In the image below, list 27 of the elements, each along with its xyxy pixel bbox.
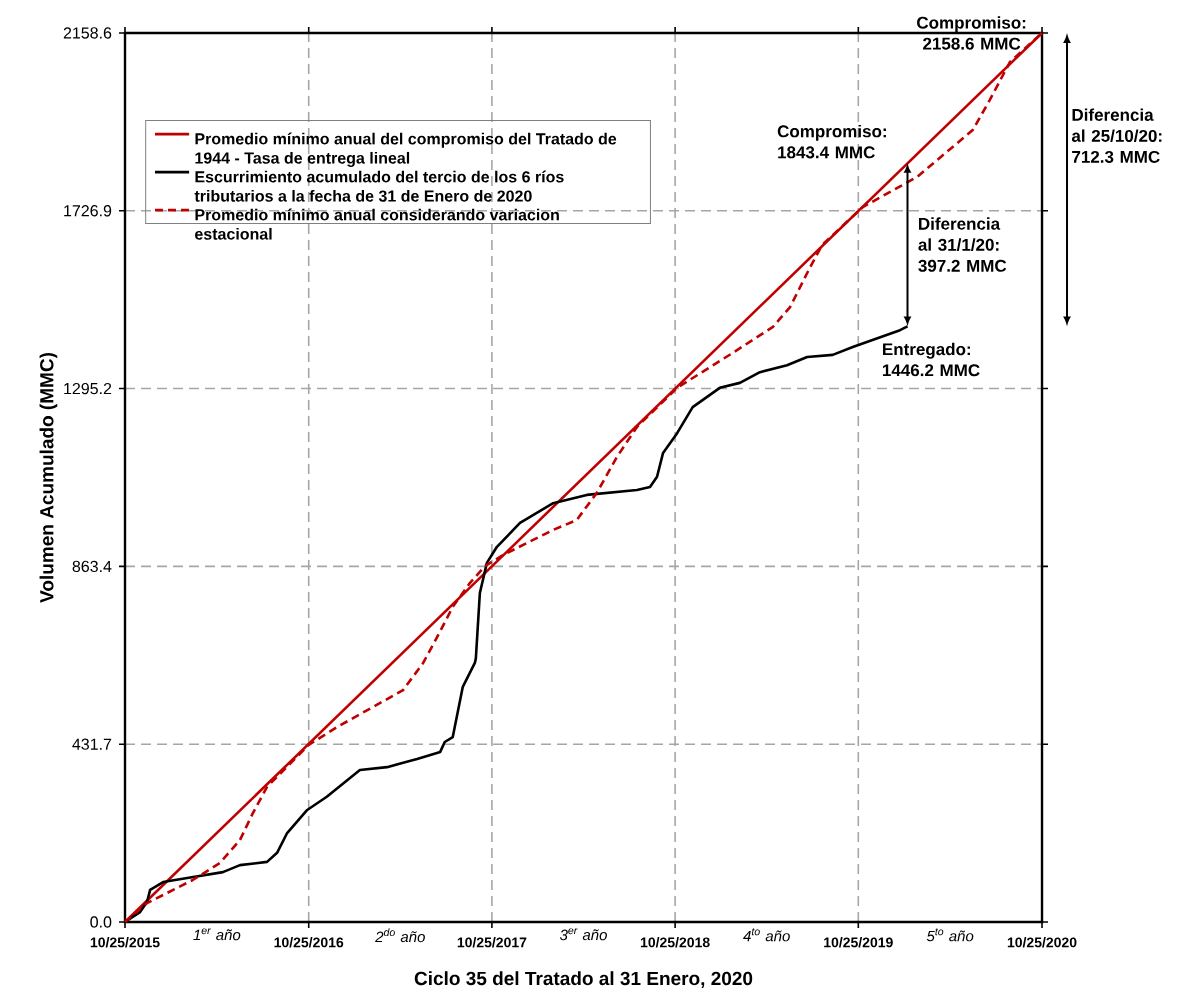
annotation: Diferencia al 31/1/20: 397.2 MMC bbox=[918, 217, 1007, 272]
y-tick-label: 2158.6 bbox=[63, 27, 112, 39]
legend-label: Escurrimiento acumulado del tercio de los 6 ríos tributarios a la fecha de 31 de Enero de 2020 bbox=[194, 170, 564, 202]
text: 3$^{er}$ año bbox=[559, 928, 607, 941]
text: 1$^{er}$ año bbox=[193, 928, 241, 941]
y-tick-label: 1726.9 bbox=[64, 205, 112, 217]
x-tick-label: 10/25/2020 bbox=[1007, 937, 1077, 948]
y-tick-label: 863.4 bbox=[72, 560, 112, 573]
annotation: Compromiso: 1843.4 MMC bbox=[777, 124, 886, 159]
x-tick-label: 10/25/2019 bbox=[824, 937, 893, 948]
x-tick-label: 10/25/2017 bbox=[457, 937, 527, 948]
y-tick-label: 1295.2 bbox=[64, 382, 112, 395]
y-axis-title: Volumen Acumulado (MMC) bbox=[39, 352, 58, 603]
x-tick-label: 10/25/2016 bbox=[274, 937, 344, 948]
y-tick-label: 0.0 bbox=[90, 916, 112, 928]
text: Diferencia al 25/10/20: 712.3 MMC bbox=[1071, 108, 1162, 163]
x-axis-title: Ciclo 35 del Tratado al 31 Enero, 2020 bbox=[414, 971, 753, 988]
x-tick-label: 10/25/2015 bbox=[90, 937, 160, 948]
legend-label: Promedio mínimo anual del compromiso del Tratado de 1944 - Tasa de entrega lineal bbox=[195, 132, 617, 167]
annotation: Compromiso: 2158.6 MMC bbox=[917, 16, 1026, 50]
text: 4$^{to}$ año bbox=[743, 928, 790, 942]
text: 2$^{do}$ año bbox=[375, 928, 425, 943]
y-tick-label: 431.7 bbox=[72, 738, 112, 750]
x-tick-label: 10/25/2018 bbox=[640, 937, 710, 948]
annotation: Entregado: 1446.2 MMC bbox=[882, 342, 980, 377]
text: 5$^{to}$ año bbox=[926, 928, 974, 942]
legend-label: Promedio mínimo anual considerando variacion estacional bbox=[195, 208, 559, 240]
